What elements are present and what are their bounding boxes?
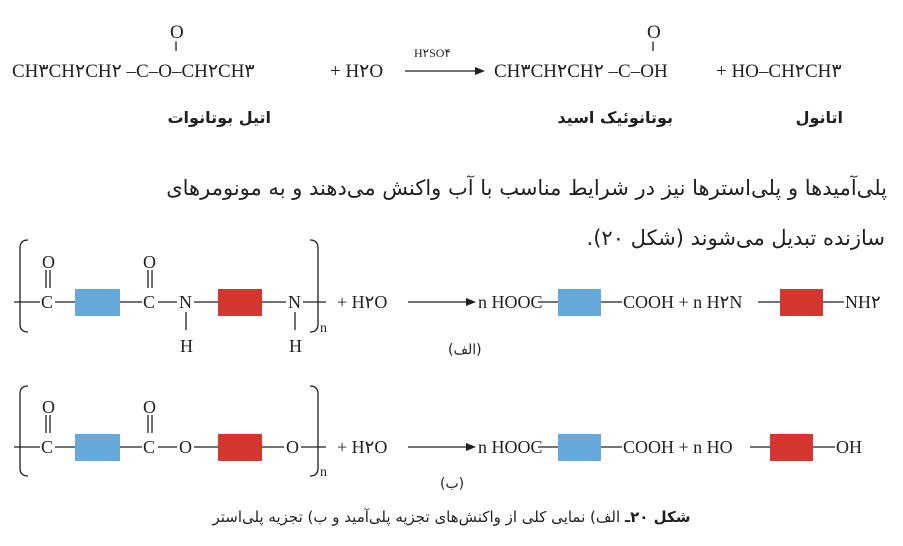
- atom-h: H: [289, 336, 302, 356]
- diacid-block: [558, 434, 601, 461]
- atom-c: C: [143, 437, 155, 457]
- carbonyl-oxygen: O: [170, 22, 184, 43]
- water-reactant: + H۲O: [330, 61, 384, 82]
- product-diol-right: OH: [836, 437, 862, 457]
- double-bond: ‖: [174, 40, 178, 55]
- atom-o: O: [143, 397, 156, 417]
- polyester-hydrolysis-diagram: O O C C O O n + H۲O n HOOC COOH + n HO O…: [14, 385, 862, 492]
- label-b: (ب): [440, 476, 464, 492]
- acid-label: بوتانوئیک اسید: [557, 108, 673, 127]
- atom-o: O: [179, 437, 192, 457]
- alcohol-label: اتانول: [795, 108, 843, 127]
- carbonyl-oxygen: O: [647, 22, 661, 43]
- alcohol-product: + HO–CH۲CH۳: [716, 61, 842, 82]
- double-bond: ‖: [651, 40, 655, 55]
- atom-n: N: [179, 292, 192, 312]
- right-bracket: [309, 385, 319, 477]
- product-diacid-right: COOH + n H۲N: [623, 292, 742, 312]
- atom-c: C: [143, 292, 155, 312]
- atom-h: H: [180, 336, 193, 356]
- diacid-block: [558, 289, 601, 316]
- label-a: (الف): [448, 342, 482, 358]
- diamine-block: [780, 289, 823, 316]
- product-diacid-right: COOH + n HO: [623, 437, 733, 457]
- paragraph-line-1: پلی‌آمیدها و پلی‌استرها نیز در شرایط منا…: [166, 176, 887, 200]
- figure-number: شکل ۲۰ـ: [624, 508, 691, 526]
- atom-o: O: [42, 397, 55, 417]
- repeat-n: n: [320, 321, 327, 336]
- product-diacid-left: n HOOC: [478, 437, 543, 457]
- acid-product: CH۳CH۲CH۲ –C–OH: [494, 61, 668, 82]
- atom-c: C: [41, 437, 53, 457]
- atom-c: C: [41, 292, 53, 312]
- diacid-block: [75, 434, 120, 461]
- catalyst: H۲SO۴: [414, 46, 451, 60]
- atom-o: O: [286, 437, 299, 457]
- product-diamine-right: NH۲: [845, 292, 881, 312]
- water: + H۲O: [337, 292, 387, 312]
- ester-label: اتیل بوتانوات: [167, 108, 271, 127]
- diamine-block: [218, 289, 262, 316]
- diol-block: [218, 434, 262, 461]
- paragraph-line-2: سازنده تبدیل می‌شوند (شکل ۲۰).: [586, 226, 885, 250]
- polyamide-hydrolysis-diagram: O O C C N N H H n + H۲O n HOOC COOH + n …: [14, 239, 881, 358]
- reaction-arrow: [405, 67, 485, 75]
- left-bracket: [19, 239, 29, 333]
- ester-reactant: CH۳CH۲CH۲ –C–O–CH۲CH۳: [12, 61, 255, 82]
- water: + H۲O: [337, 437, 387, 457]
- repeat-n: n: [320, 465, 327, 480]
- diacid-block: [75, 289, 120, 316]
- atom-o: O: [42, 252, 55, 272]
- left-bracket: [19, 385, 29, 477]
- product-diacid-left: n HOOC: [478, 292, 543, 312]
- atom-n: N: [288, 292, 301, 312]
- atom-o: O: [143, 252, 156, 272]
- figure-caption: شکل ۲۰ـ الف) نمایی کلی از واکنش‌های تجزی…: [0, 508, 903, 526]
- caption-text: الف) نمایی کلی از واکنش‌های تجزیه پلی‌آم…: [212, 508, 621, 526]
- diol-block: [770, 434, 813, 461]
- right-bracket: [309, 239, 319, 333]
